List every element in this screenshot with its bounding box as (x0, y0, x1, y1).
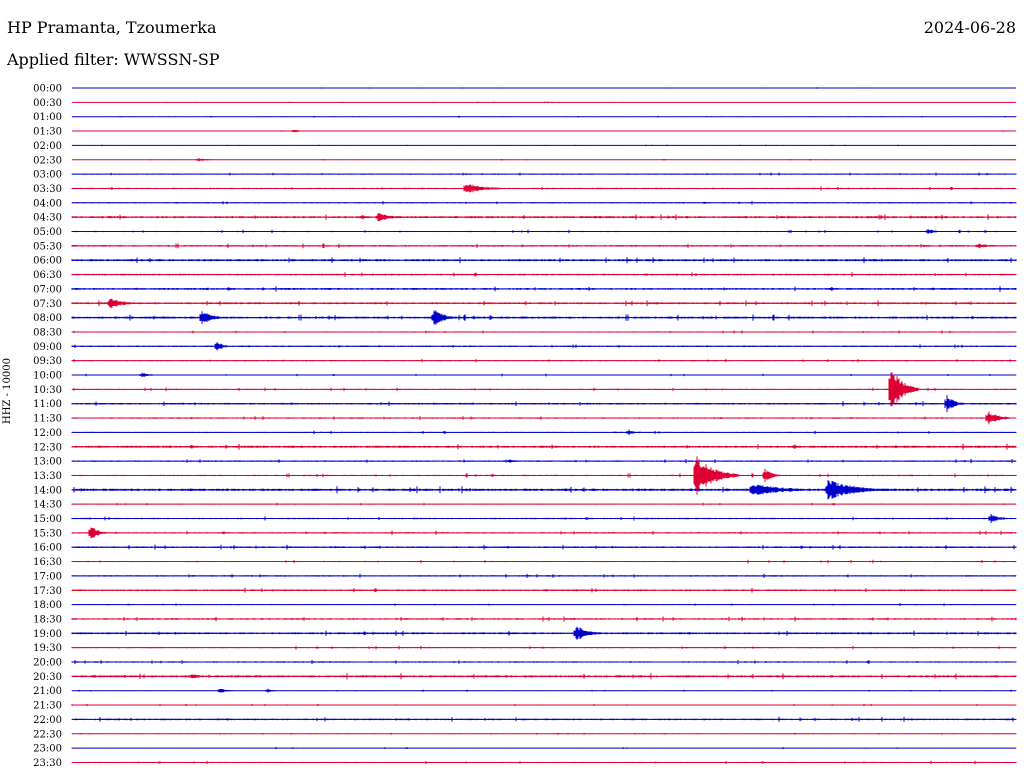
row-time-label: 02:30 (33, 155, 62, 166)
row-time-label: 21:00 (33, 686, 62, 697)
row-time-label: 22:00 (33, 715, 62, 726)
row-time-label: 17:00 (33, 571, 62, 582)
row-time-label: 12:30 (33, 442, 62, 453)
row-time-label: 07:00 (33, 284, 62, 295)
row-time-label: 05:30 (33, 241, 62, 252)
row-time-label: 03:30 (33, 184, 62, 195)
row-time-label: 09:30 (33, 356, 62, 367)
row-time-label: 13:30 (33, 471, 62, 482)
row-time-label: 22:30 (33, 729, 62, 740)
row-time-label: 15:30 (33, 528, 62, 539)
row-time-label: 07:30 (33, 299, 62, 310)
row-time-label: 12:00 (33, 428, 62, 439)
row-time-label: 04:30 (33, 213, 62, 224)
row-time-label: 15:00 (33, 514, 62, 525)
row-time-label: 08:30 (33, 327, 62, 338)
row-time-label: 11:30 (33, 414, 62, 425)
date-label: 2024-06-28 (923, 18, 1016, 37)
row-time-label: 01:00 (33, 112, 62, 123)
row-time-label: 14:30 (33, 500, 62, 511)
row-time-label: 18:00 (33, 600, 62, 611)
row-time-label: 19:00 (33, 629, 62, 640)
row-time-label: 10:00 (33, 371, 62, 382)
row-time-label: 02:00 (33, 141, 62, 152)
station-title: HP Pramanta, Tzoumerka (7, 18, 217, 37)
row-time-label: 16:00 (33, 543, 62, 554)
row-time-label: 17:30 (33, 586, 62, 597)
row-time-label: 23:30 (33, 758, 62, 769)
row-time-label: 19:30 (33, 643, 62, 654)
row-time-label: 14:00 (33, 485, 62, 496)
row-time-label: 09:00 (33, 342, 62, 353)
row-time-label: 21:30 (33, 701, 62, 712)
row-time-label: 05:00 (33, 227, 62, 238)
row-time-label: 11:00 (33, 399, 62, 410)
row-time-label: 03:00 (33, 170, 62, 181)
row-time-label: 20:30 (33, 672, 62, 683)
row-time-label: 00:00 (33, 84, 62, 95)
row-time-label: 23:00 (33, 744, 62, 755)
row-time-label: 04:00 (33, 198, 62, 209)
row-time-label: 00:30 (33, 98, 62, 109)
row-time-label: 10:30 (33, 385, 62, 396)
row-time-label: 16:30 (33, 557, 62, 568)
row-time-label: 20:00 (33, 658, 62, 669)
row-time-label: 06:00 (33, 256, 62, 267)
row-time-label: 06:30 (33, 270, 62, 281)
row-time-label: 13:00 (33, 457, 62, 468)
row-time-label: 01:30 (33, 127, 62, 138)
row-time-label: 18:30 (33, 614, 62, 625)
filter-label: Applied filter: WWSSN-SP (7, 50, 220, 69)
row-time-label: 08:00 (33, 313, 62, 324)
